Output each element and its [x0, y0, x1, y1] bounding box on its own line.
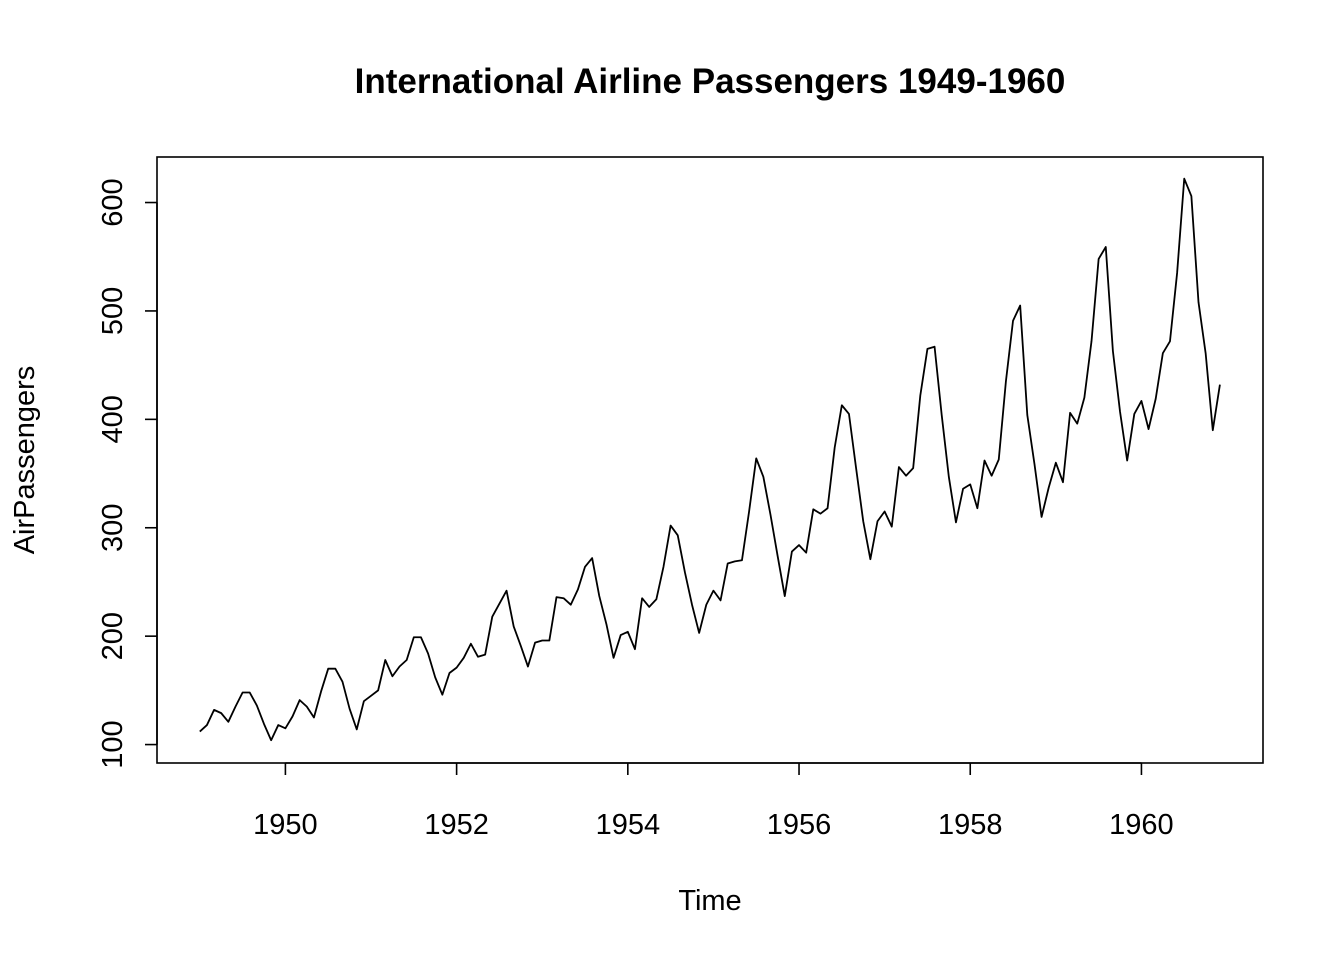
series-line-airpassengers: [199, 177, 1221, 742]
x-tick-label: 1956: [767, 809, 832, 841]
y-tick-label: 200: [97, 612, 129, 660]
y-tick-label: 600: [97, 178, 129, 226]
x-tick-label: 1952: [424, 809, 489, 841]
y-tick-label: 500: [97, 287, 129, 335]
y-axis: 100 200 300 400 500 600: [97, 178, 158, 769]
chart-title: International Airline Passengers 1949-19…: [355, 62, 1066, 101]
x-axis: 1950 1952 1954 1956 1958 1960: [253, 762, 1174, 841]
x-tick-label: 1954: [596, 809, 661, 841]
x-tick-label: 1960: [1109, 809, 1174, 841]
y-tick-label: 400: [97, 395, 129, 443]
x-axis-label: Time: [678, 885, 741, 917]
plot-frame: [156, 156, 1264, 764]
y-tick-label: 300: [97, 504, 129, 552]
y-axis-label: AirPassengers: [9, 366, 41, 555]
x-tick-label: 1958: [938, 809, 1003, 841]
x-tick-label: 1950: [253, 809, 318, 841]
y-tick-label: 100: [97, 720, 129, 768]
